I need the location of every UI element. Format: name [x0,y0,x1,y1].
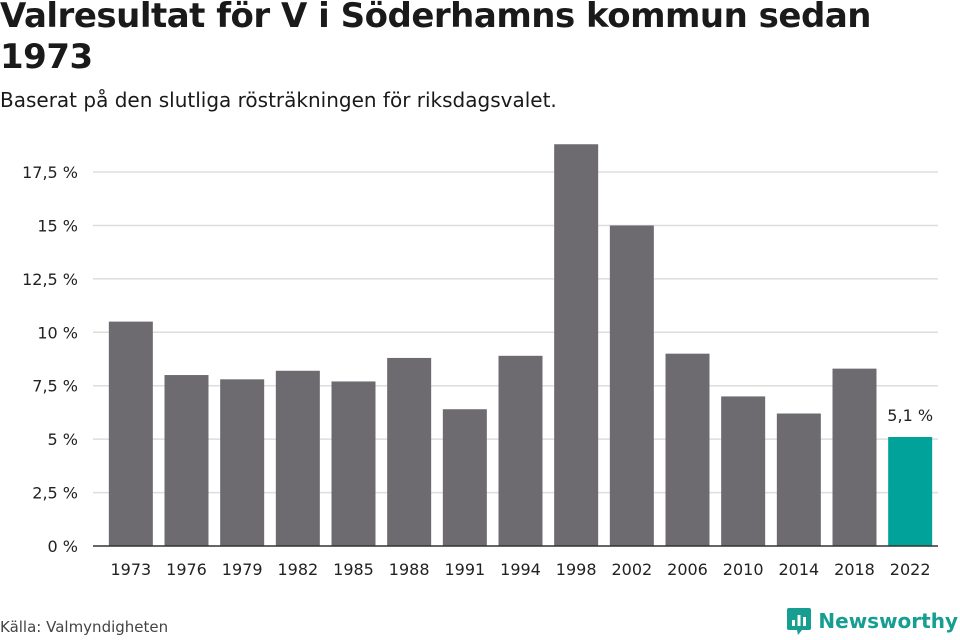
bar-2006 [665,353,710,546]
y-tick-label: 10 % [37,323,78,342]
brand-logo: Newsworthy [786,606,958,636]
bar-2014 [776,413,821,546]
x-tick-label: 1979 [222,560,263,579]
x-tick-label: 1985 [333,560,374,579]
bar-2018 [832,368,877,546]
newsworthy-logo-icon [787,608,812,635]
bar-1973 [108,321,153,546]
x-tick-label: 1994 [500,560,541,579]
x-tick-label: 1973 [110,560,151,579]
chart-title: Valresultat för V i Söderhamns kommun se… [0,0,871,77]
brand-name: Newsworthy [818,609,958,633]
bar-1982 [275,370,320,546]
y-tick-label: 12,5 % [22,270,78,289]
data-label: 5,1 % [887,406,933,425]
x-tick-label: 2006 [667,560,708,579]
y-tick-label: 7,5 % [32,377,78,396]
bar-1988 [387,357,432,546]
y-tick-label: 17,5 % [22,163,78,182]
bar-2002 [609,225,654,546]
bar-chart: 0 % 2,5 % 5 % 7,5 % 10 % 12,5 % 15 % 17,5 % 1973… [22,144,938,579]
x-tick-label: 2002 [611,560,652,579]
bar-1994 [498,355,543,546]
bar-1985 [331,381,376,546]
x-tick-label: 1991 [444,560,485,579]
bar-1979 [220,379,265,546]
bar-1991 [442,409,487,546]
bar-1998 [554,144,599,546]
y-tick-label: 2,5 % [32,484,78,503]
bar-2010 [721,396,766,546]
x-tick-label: 1976 [166,560,207,579]
source-note: Källa: Valmyndigheten [0,618,169,636]
x-tick-label: 1998 [556,560,597,579]
chart-subtitle: Baserat på den slutliga rösträkningen fö… [0,88,557,112]
x-tick-label: 2010 [723,560,764,579]
y-tick-label: 5 % [48,430,78,449]
x-tick-label: 1982 [277,560,318,579]
x-tick-label: 2018 [834,560,875,579]
x-tick-label: 2022 [890,560,931,579]
x-tick-label: 1988 [389,560,430,579]
y-tick-label: 15 % [37,216,78,235]
x-tick-label: 2014 [778,560,819,579]
y-tick-label: 0 % [48,537,78,556]
bar-1976 [164,375,209,546]
bar-2022 [888,437,933,546]
